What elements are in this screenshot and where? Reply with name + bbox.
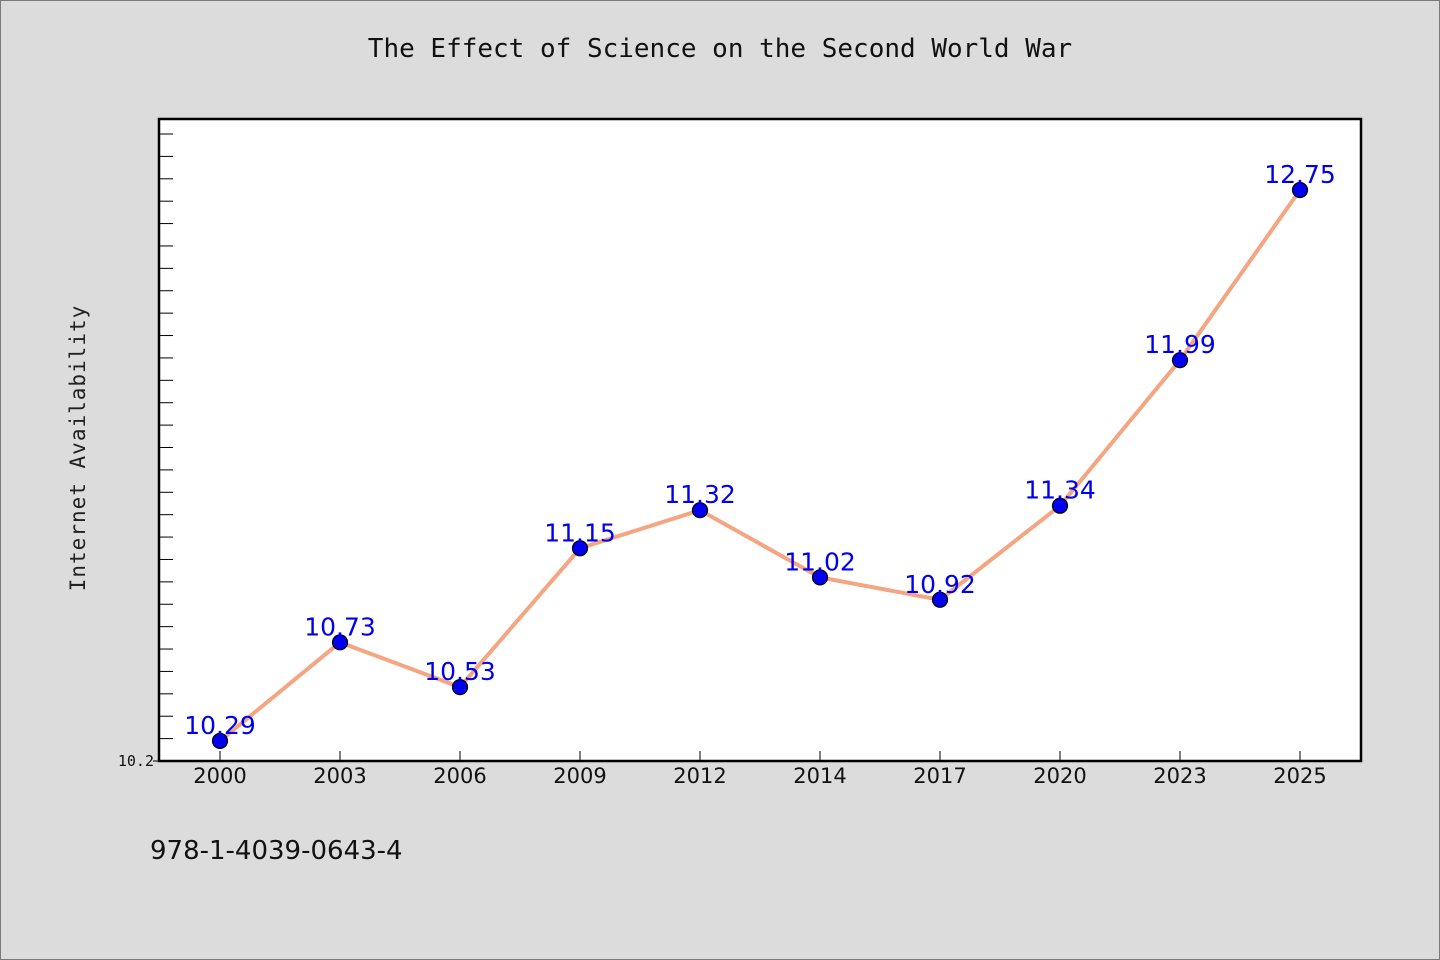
y-axis-ticks: 10.2 — [118, 133, 173, 770]
x-tick-label: 2000 — [193, 764, 246, 788]
x-tick-label: 2025 — [1273, 764, 1326, 788]
data-point — [691, 502, 709, 519]
data-label: 10.53 — [424, 657, 496, 686]
data-point — [331, 634, 349, 651]
x-tick-label: 2006 — [433, 764, 486, 788]
x-tick-label: 2003 — [313, 764, 366, 788]
data-label: 10.73 — [304, 612, 376, 641]
data-label: 11.34 — [1024, 476, 1096, 505]
data-labels: 10.29 10.73 10.53 11.15 11.32 11.02 10.92 11.34… — [184, 160, 1336, 740]
plot-area — [157, 117, 1363, 763]
data-label: 12.75 — [1264, 160, 1336, 189]
data-label: 11.99 — [1144, 330, 1216, 359]
x-tick-label: 2014 — [793, 764, 846, 788]
series-line — [218, 188, 1302, 743]
x-tick-label: 2020 — [1033, 764, 1086, 788]
data-point — [811, 569, 829, 586]
y-tick-label: 10.2 — [118, 752, 154, 770]
data-point — [1051, 497, 1069, 514]
data-point — [211, 732, 229, 749]
chart-title: The Effect of Science on the Second Worl… — [367, 34, 1073, 64]
x-tick-label: 2009 — [553, 764, 606, 788]
data-point — [1171, 352, 1189, 369]
x-tick-label: 2012 — [673, 764, 726, 788]
data-point — [1291, 181, 1309, 199]
series-layer — [211, 181, 1309, 749]
data-label: 11.02 — [784, 547, 856, 576]
x-tick-label: 2017 — [913, 764, 966, 788]
data-label: 11.15 — [544, 518, 616, 547]
isbn-annotation: 978-1-4039-0643-4 — [150, 836, 403, 866]
data-label: 10.92 — [904, 570, 976, 599]
x-axis-ticks: 2000 2003 2006 2009 2012 2014 2017 2020 2023 2025 — [193, 751, 1327, 788]
data-label: 11.32 — [664, 480, 736, 509]
data-point — [571, 540, 589, 557]
x-tick-label: 2023 — [1153, 764, 1206, 788]
data-label: 10.29 — [184, 711, 256, 740]
data-point — [931, 591, 949, 608]
data-point — [451, 679, 469, 696]
